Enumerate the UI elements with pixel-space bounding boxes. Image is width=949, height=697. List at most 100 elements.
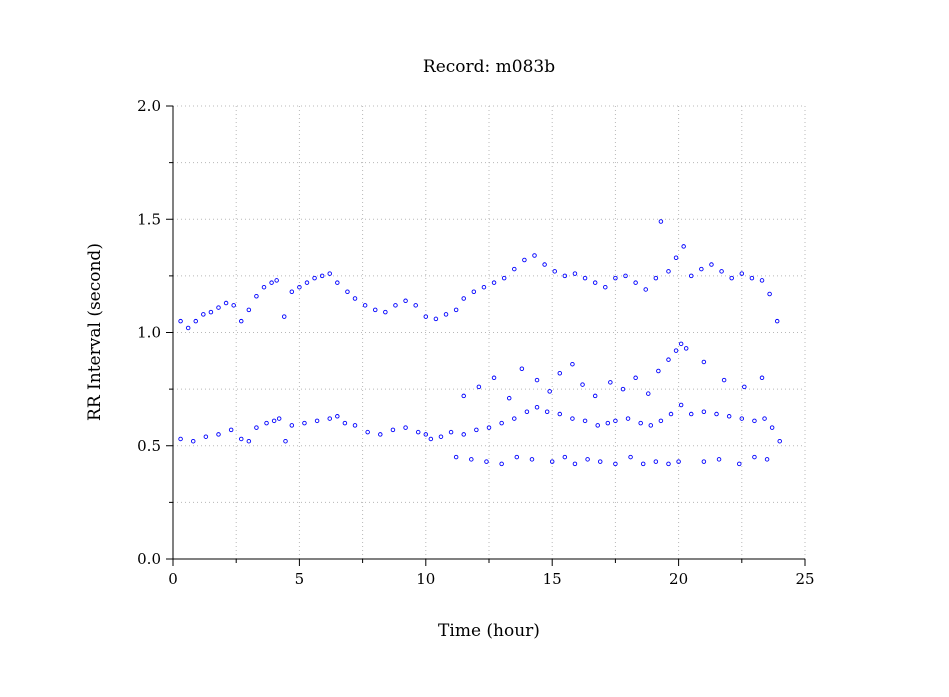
data-point (403, 298, 408, 304)
data-point (542, 262, 547, 267)
data-point (345, 289, 350, 294)
data-point (742, 384, 747, 390)
data-point (474, 427, 479, 433)
data-point (512, 416, 517, 421)
data-point (638, 420, 643, 426)
data-point (312, 275, 317, 281)
x-tick-label: 20 (669, 570, 688, 588)
data-point (676, 459, 681, 464)
data-point (461, 393, 466, 399)
data-point (342, 420, 348, 426)
data-point (423, 314, 429, 319)
data-point (216, 432, 221, 437)
data-point (759, 375, 765, 381)
data-point (701, 459, 707, 464)
data-point (461, 296, 466, 301)
data-point (352, 296, 358, 301)
data-point (506, 395, 512, 401)
data-point (613, 418, 618, 424)
x-axis-label: Time (hour) (438, 621, 540, 641)
data-point (283, 438, 288, 444)
data-point (759, 278, 765, 283)
data-point (592, 393, 598, 399)
data-point (193, 318, 199, 324)
data-point (532, 253, 537, 258)
x-tick-label: 10 (416, 570, 435, 588)
data-point (701, 409, 707, 415)
data-point (499, 461, 504, 467)
data-point (261, 284, 267, 290)
data-point (719, 269, 724, 274)
data-point (378, 432, 383, 437)
data-point (231, 303, 236, 308)
data-point (469, 457, 474, 462)
data-point (562, 454, 568, 460)
data-point (739, 271, 745, 276)
data-point (335, 280, 340, 285)
data-point (484, 459, 489, 464)
data-point (688, 411, 694, 417)
data-point (522, 257, 527, 263)
data-point (208, 309, 214, 315)
axes (166, 105, 806, 566)
data-point (716, 457, 722, 462)
data-point (688, 273, 694, 279)
data-point (653, 459, 659, 464)
data-point (595, 423, 600, 428)
data-point (534, 404, 540, 410)
data-point (415, 429, 421, 435)
data-point (678, 341, 684, 347)
data-point (729, 275, 734, 281)
data-point (501, 275, 507, 281)
data-point (552, 269, 557, 274)
data-point (726, 414, 732, 419)
data-point (721, 377, 727, 383)
data-point (453, 307, 459, 313)
data-point (423, 432, 429, 437)
x-tick-label: 15 (543, 570, 562, 588)
data-point (562, 273, 568, 279)
data-point (476, 384, 482, 390)
data-point (428, 436, 434, 442)
data-point (769, 425, 775, 430)
data-point (264, 420, 269, 426)
data-point (580, 382, 585, 387)
data-point (749, 275, 755, 281)
data-point (413, 303, 418, 308)
data-point (582, 418, 588, 424)
data-point (178, 436, 183, 442)
data-point (643, 287, 648, 292)
chart-title: Record: m083b (423, 57, 555, 77)
data-point (216, 305, 221, 310)
data-point (269, 280, 274, 285)
data-point (633, 375, 638, 381)
data-point (767, 291, 772, 297)
data-point (762, 416, 767, 421)
data-point (739, 416, 745, 421)
data-point (613, 461, 618, 467)
data-point (254, 294, 259, 299)
data-point (549, 459, 555, 464)
data-point (585, 457, 590, 462)
y-tick-label: 0.0 (137, 550, 161, 568)
data-point (362, 303, 368, 308)
data-point (582, 275, 588, 281)
data-point (302, 420, 307, 426)
data-point (383, 309, 388, 315)
y-tick-label: 1.5 (137, 210, 161, 228)
data-point (203, 434, 209, 439)
data-point (658, 219, 664, 224)
data-point (658, 418, 664, 424)
data-point (557, 371, 563, 376)
grid-layer (173, 105, 806, 559)
data-point (327, 271, 332, 276)
data-point (613, 275, 618, 281)
data-point (448, 429, 454, 435)
tick-labels: 0 5 10 15 20 25 0.0 0.5 1.0 1.5 2.0 (137, 97, 814, 588)
data-point (668, 411, 674, 417)
data-point (640, 461, 646, 467)
data-point (681, 244, 686, 249)
data-point (461, 432, 466, 437)
data-point (777, 438, 782, 444)
